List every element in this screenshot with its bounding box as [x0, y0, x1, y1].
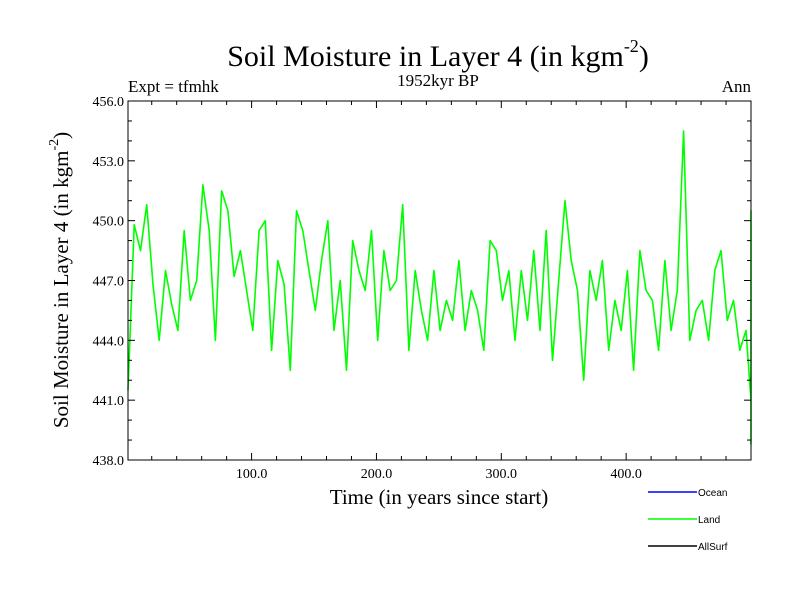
y-tick-label: 453.0	[93, 155, 125, 170]
y-tick-label: 447.0	[93, 275, 125, 290]
y-tick-label: 438.0	[93, 454, 125, 469]
season-label: Ann	[722, 77, 752, 96]
experiment-label: Expt = tfmhk	[128, 77, 219, 96]
y-tick-label: 444.0	[93, 334, 125, 349]
x-axis-label: Time (in years since start)	[330, 485, 549, 509]
x-tick-label: 200.0	[361, 467, 393, 482]
chart-subtitle: 1952kyr BP	[397, 71, 479, 90]
x-tick-label: 100.0	[236, 467, 268, 482]
legend-label-allsurf: AllSurf	[698, 542, 728, 553]
y-tick-label: 450.0	[93, 215, 125, 230]
y-axis-label: Soil Moisture in Layer 4 (in kgm-2)	[47, 132, 73, 428]
plot-frame	[127, 100, 752, 461]
y-tick-label: 456.0	[93, 95, 125, 110]
chart-title: Soil Moisture in Layer 4 (in kgm-2)	[227, 36, 649, 73]
x-tick-label: 300.0	[486, 467, 518, 482]
x-tick-label: 400.0	[610, 467, 642, 482]
series-line-land	[127, 130, 752, 445]
legend-label-land: Land	[698, 515, 720, 526]
legend-label-ocean: Ocean	[698, 488, 727, 499]
y-tick-label: 441.0	[93, 394, 125, 409]
